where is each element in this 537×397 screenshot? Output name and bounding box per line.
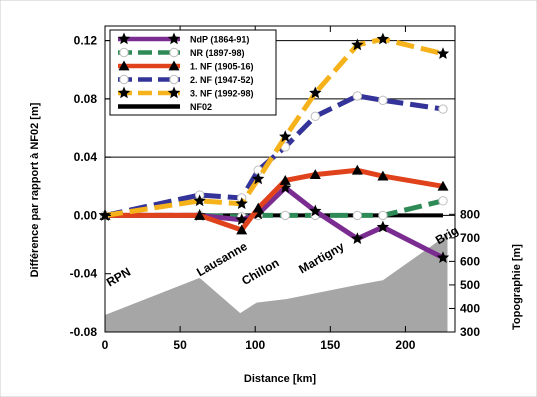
legend-item-nf02: NF02	[118, 102, 212, 112]
y2-tick-label: 400	[460, 301, 480, 315]
data-point	[352, 91, 363, 101]
data-point	[309, 169, 321, 180]
data-point	[119, 74, 129, 85]
data-point	[436, 251, 450, 263]
data-point	[351, 232, 364, 244]
data-point	[378, 95, 388, 106]
data-point	[279, 130, 292, 142]
data-point	[118, 60, 130, 71]
data-point	[352, 210, 363, 221]
data-point	[376, 220, 390, 233]
legend-label: NF02	[190, 102, 212, 112]
x-axis-title: Distance [km]	[244, 373, 316, 385]
plot-frame	[104, 25, 456, 333]
data-point	[437, 180, 449, 191]
x-tick-label: 100	[245, 338, 265, 352]
data-point	[236, 224, 248, 235]
legend-item-ndp: NdP (1864-91)	[117, 32, 249, 45]
legend-item-nf2: 2. NF (1947-52)	[118, 74, 254, 85]
y-tick-label: -0.08	[70, 325, 98, 339]
data-point	[376, 32, 390, 45]
data-point	[351, 164, 363, 175]
y2-tick-label: 700	[460, 231, 480, 245]
data-point	[310, 111, 321, 122]
x-tick-label: 0	[102, 338, 109, 352]
data-point	[438, 104, 448, 114]
legend-label: 3. NF (1992-98)	[190, 89, 254, 99]
data-point	[169, 74, 179, 85]
data-point	[378, 210, 388, 221]
data-point	[436, 47, 450, 59]
data-point	[309, 204, 322, 217]
data-point	[235, 197, 248, 210]
data-point	[309, 86, 322, 99]
x-tick-label: 150	[320, 338, 340, 352]
data-point	[252, 202, 264, 213]
y-tick-label: -0.04	[70, 267, 98, 281]
data-point	[168, 60, 180, 71]
data-point	[438, 196, 448, 206]
y2-axis-title: Topographie [m]	[511, 244, 523, 330]
data-point	[194, 209, 206, 220]
data-point	[117, 86, 131, 99]
data-point	[280, 210, 290, 221]
data-point	[193, 194, 206, 207]
y-tick-label: 0.04	[74, 150, 98, 164]
data-point	[279, 174, 291, 185]
x-tick-label: 50	[173, 338, 187, 352]
data-point	[252, 172, 265, 185]
y-tick-label: 0.08	[74, 92, 98, 106]
topography-area	[105, 233, 448, 332]
legend-label: 2. NF (1947-52)	[190, 75, 254, 85]
y-axis-title: Différence par rapport à NF02 [m]	[29, 102, 41, 277]
y-tick-label: 0.00	[74, 208, 98, 222]
data-point	[169, 47, 179, 58]
legend-item-nf3: 3. NF (1992-98)	[117, 86, 254, 99]
y2-tick-label: 300	[460, 325, 480, 339]
legend-item-nf1: 1. NF (1905-16)	[118, 60, 254, 72]
data-point	[167, 32, 181, 45]
data-point	[279, 181, 292, 193]
y-tick-label: 0.12	[74, 34, 98, 48]
data-point	[117, 32, 131, 45]
data-point	[167, 86, 181, 99]
legend-label: 1. NF (1905-16)	[190, 62, 254, 72]
legend-item-nr: NR (1897-98)	[118, 47, 245, 58]
legend-box	[109, 29, 277, 116]
data-point	[377, 170, 389, 181]
x-tick-label: 200	[395, 338, 415, 352]
y2-tick-label: 800	[460, 207, 480, 221]
y2-tick-label: 500	[460, 278, 480, 292]
y2-tick-label: 600	[460, 254, 480, 268]
series-nf3	[98, 32, 450, 221]
data-point	[119, 47, 129, 58]
legend-label: NR (1897-98)	[190, 48, 245, 58]
legend-label: NdP (1864-91)	[190, 35, 249, 45]
data-point	[351, 38, 364, 51]
